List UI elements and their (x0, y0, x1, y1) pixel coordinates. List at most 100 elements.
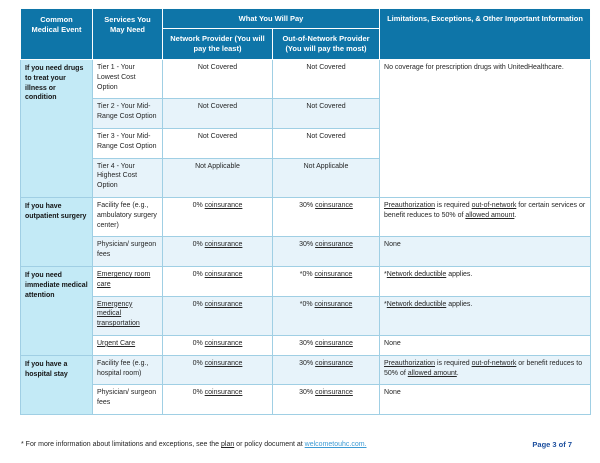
text-segment: applies. (446, 270, 473, 278)
glossary-term-link[interactable]: Emergency room care (97, 270, 151, 288)
glossary-term-link[interactable]: plan (221, 441, 235, 448)
table-row: If you have a hospital stay Facility fee … (20, 354, 592, 415)
table-row: Tier 2 - Your Mid-Range Cost Option Not C… (21, 98, 591, 129)
glossary-term-link[interactable]: Preauthorization (384, 201, 435, 209)
header-limitations-exceptions: Limitations, Exceptions, & Other Importa… (379, 8, 592, 60)
glossary-term-link[interactable]: coinsurance (204, 270, 243, 278)
text-segment: None (384, 339, 401, 347)
table-row: If you have outpatient surgery Facility f… (20, 196, 592, 267)
glossary-term-link[interactable]: Emergency medical transportation (97, 300, 140, 328)
table-row: Tier 3 - Your Mid-Range Cost Option Not C… (21, 127, 591, 159)
header-services-you-may-need: Services You May Need (92, 8, 163, 60)
glossary-term-link[interactable]: coinsurance (315, 241, 353, 249)
text-segment: is required (435, 201, 472, 209)
table-row: Physician/ surgeon fees 0% coinsurance 30%… (21, 236, 592, 267)
limitations-cell: No coverage for prescription drugs with … (379, 59, 592, 198)
service-cell: Physician/ surgeon fees (92, 236, 163, 267)
limitations-cell: None (379, 334, 592, 356)
text-segment: 0% (192, 339, 205, 347)
header-network-provider: Network Provider (You will pay the least… (162, 28, 273, 60)
text-segment: 0% (192, 270, 205, 278)
oon-pay-cell: *0% coinsurance (271, 265, 381, 297)
text-segment: Not Covered (197, 64, 238, 71)
glossary-term-link[interactable]: coinsurance (204, 300, 243, 308)
limitations-cell: Preauthorization is required out-of-netw… (379, 196, 592, 238)
network-pay-cell: 0% coinsurance (162, 196, 273, 238)
service-cell: Emergency room care (92, 265, 163, 297)
text-segment: Not Covered (306, 103, 346, 111)
text-segment: Tier 3 - Your Mid-Range Cost Option (97, 132, 157, 150)
glossary-term-link[interactable]: allowed amount (407, 369, 457, 377)
text-segment: 0% (192, 241, 205, 249)
glossary-term-link[interactable]: coinsurance (315, 201, 353, 209)
service-cell: Tier 1 - Your Lowest Cost Option (92, 58, 163, 100)
text-segment: 0% (192, 201, 205, 209)
limitations-cell: None (379, 236, 592, 267)
oon-pay-cell: *0% coinsurance (271, 295, 381, 336)
glossary-term-link[interactable]: Network deductible (386, 300, 447, 308)
text-segment: Tier 1 - Your Lowest Cost Option (97, 64, 136, 91)
text-segment: 30% (299, 201, 316, 209)
glossary-term-link[interactable]: coinsurance (315, 339, 353, 347)
limitations-cell: None (379, 384, 592, 415)
text-segment: Not Covered (306, 64, 346, 71)
text-segment: 30% (299, 359, 316, 367)
text-segment: Tier 4 - Your Highest Cost Option (97, 162, 138, 190)
service-cell: Urgent Care (92, 334, 163, 356)
text-segment: applies. (446, 300, 473, 308)
glossary-term-link[interactable]: coinsurance (204, 339, 243, 347)
oon-pay-cell: 30% coinsurance (271, 196, 381, 238)
text-segment: * For more information about limitations… (21, 441, 221, 448)
header-what-you-will-pay: What You Will Pay (161, 8, 381, 29)
limitations-cell: *Network deductible applies. (379, 265, 592, 297)
glossary-term-link[interactable]: out-of-network (471, 201, 517, 209)
footer-link[interactable]: welcometouhc.com. (304, 441, 367, 448)
network-pay-cell: Not Covered (162, 98, 273, 129)
network-pay-cell: 0% coinsurance (162, 236, 273, 267)
glossary-term-link[interactable]: coinsurance (204, 201, 243, 209)
table-row: If you need immediate medical attention E… (20, 265, 592, 356)
glossary-term-link[interactable]: coinsurance (315, 389, 353, 397)
service-cell: Tier 2 - Your Mid-Range Cost Option (92, 98, 163, 129)
glossary-term-link[interactable]: coinsurance (204, 359, 243, 367)
glossary-term-link[interactable]: coinsurance (314, 270, 353, 278)
text-segment: 0% (192, 389, 205, 397)
table-row: Emergency medical transportation 0% coins… (21, 295, 592, 336)
network-pay-cell: Not Covered (162, 127, 273, 159)
service-cell: Facility fee (e.g., ambulatory surgery c… (92, 196, 163, 238)
text-segment: Not Applicable (195, 162, 240, 170)
text-segment: is required (435, 359, 472, 367)
glossary-term-link[interactable]: allowed amount (465, 211, 515, 219)
glossary-term-link[interactable]: coinsurance (204, 389, 243, 397)
benefits-table: Common Medical Event Services You May Ne… (20, 8, 592, 415)
oon-pay-cell: Not Applicable (271, 157, 381, 198)
glossary-term-link[interactable]: Preauthorization (384, 359, 435, 367)
glossary-term-link[interactable]: coinsurance (314, 300, 353, 308)
glossary-term-link[interactable]: out-of-network (471, 359, 517, 367)
table-header: Common Medical Event Services You May Ne… (20, 8, 592, 60)
table-row: If you need drugs to treat your illness … (20, 58, 592, 198)
event-cell: If you need drugs to treat your illness … (20, 59, 93, 198)
network-pay-cell: 0% coinsurance (162, 265, 273, 297)
glossary-term-link[interactable]: coinsurance (204, 241, 243, 249)
header-common-medical-event: Common Medical Event (20, 8, 93, 60)
table-row: Urgent Care 0% coinsurance 30% coinsurance… (21, 334, 592, 356)
text-segment: 30% (299, 389, 316, 397)
oon-pay-cell: Not Covered (271, 98, 381, 129)
table-row: Tier 4 - Your Highest Cost Option Not App… (21, 157, 591, 198)
oon-pay-cell: 30% coinsurance (271, 334, 381, 356)
text-segment: Facility fee (e.g., hospital room) (97, 359, 149, 377)
event-cell: If you need immediate medical attention (20, 265, 93, 356)
glossary-term-link[interactable]: Urgent Care (97, 339, 136, 347)
glossary-term-link[interactable]: coinsurance (315, 359, 353, 367)
oon-pay-cell: 30% coinsurance (271, 236, 381, 267)
text-segment: or policy document at (234, 441, 305, 448)
text-segment: Facility fee (e.g., ambulatory surgery c… (97, 201, 157, 229)
table-body: If you need drugs to treat your illness … (20, 58, 592, 415)
oon-pay-cell: Not Covered (271, 127, 381, 159)
text-segment: Not Covered (306, 132, 346, 140)
text-segment: Tier 2 - Your Mid-Range Cost Option (97, 103, 157, 121)
glossary-term-link[interactable]: Network deductible (386, 270, 447, 278)
network-pay-cell: 0% coinsurance (162, 334, 273, 356)
text-segment: *0% (299, 270, 315, 278)
